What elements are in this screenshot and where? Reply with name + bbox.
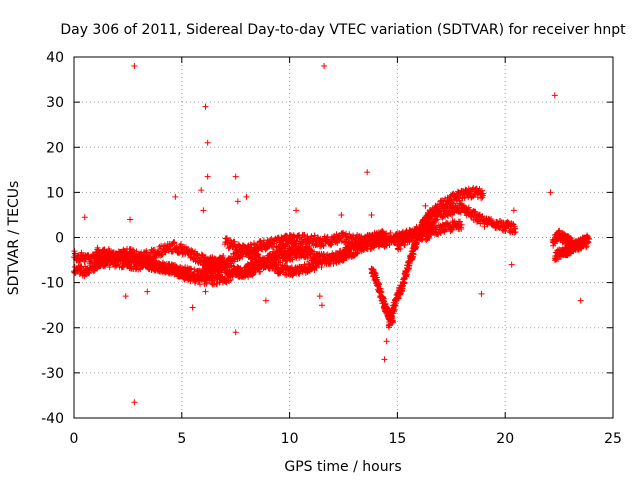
data-point [218, 269, 225, 276]
data-point [90, 267, 97, 274]
outlier-point [381, 356, 388, 363]
outlier-point [508, 261, 515, 268]
data-point [342, 230, 349, 237]
data-point [302, 264, 309, 271]
y-tick-label: -10 [41, 276, 64, 292]
outlier-point [204, 173, 211, 180]
outlier-point [338, 211, 345, 218]
x-axis-label: GPS time / hours [284, 459, 401, 475]
outlier-point [368, 211, 375, 218]
x-tick-label: 15 [388, 431, 406, 447]
data-point [128, 259, 135, 266]
data-points [71, 63, 593, 406]
outlier-point [383, 338, 390, 345]
data-point [227, 276, 234, 283]
outlier-point [122, 293, 129, 300]
data-point [255, 251, 262, 258]
data-point [337, 255, 344, 262]
data-point [334, 240, 341, 247]
data-point [318, 264, 325, 271]
y-tick-label: 0 [55, 231, 64, 247]
y-tick-label: -20 [41, 321, 64, 337]
outlier-point [262, 297, 269, 304]
outlier-point [510, 207, 517, 214]
outlier-point [127, 216, 134, 223]
y-axis-label: SDTVAR / TECUs [6, 181, 22, 296]
outlier-point [232, 329, 239, 336]
data-point [220, 252, 227, 259]
x-tick-labels: 0 5 10 15 20 25 [70, 431, 622, 447]
x-tick-label: 25 [604, 431, 622, 447]
y-tick-label: 40 [46, 50, 64, 66]
outlier-point [202, 103, 209, 110]
outlier-point [232, 173, 239, 180]
data-point [143, 248, 150, 255]
data-point [285, 239, 292, 246]
x-tick-label: 0 [70, 431, 79, 447]
chart-title: Day 306 of 2011, Sidereal Day-to-day VTE… [60, 22, 626, 38]
data-point [198, 251, 205, 258]
y-tick-label: 30 [46, 95, 64, 111]
data-point [320, 243, 327, 250]
outlier-point [144, 288, 151, 295]
outlier-point [316, 293, 323, 300]
outlier-point [81, 214, 88, 221]
data-point [383, 230, 390, 237]
outlier-point [364, 169, 371, 176]
y-tick-label: -40 [41, 411, 64, 427]
y-tick-label: 10 [46, 185, 64, 201]
outlier-point [577, 297, 584, 304]
data-point [381, 231, 388, 238]
data-point [257, 268, 264, 275]
y-tick-labels: -40 -30 -20 -10 0 10 20 30 40 [41, 50, 64, 427]
outlier-point [172, 193, 179, 200]
data-point [175, 265, 182, 272]
data-point [342, 253, 349, 260]
data-point [365, 240, 372, 247]
outlier-point [321, 63, 328, 70]
data-point [301, 232, 308, 239]
data-point [78, 249, 85, 256]
data-point [347, 250, 354, 257]
data-point [387, 229, 394, 236]
x-tick-label: 20 [496, 431, 514, 447]
outlier-point [293, 207, 300, 214]
data-point [94, 244, 101, 251]
data-point [276, 250, 283, 257]
data-point [204, 266, 211, 273]
data-point [366, 241, 373, 248]
data-point [171, 239, 178, 246]
y-tick-label: 20 [46, 140, 64, 156]
outlier-point [478, 290, 485, 297]
data-point [361, 243, 368, 250]
x-tick-label: 10 [281, 431, 299, 447]
outlier-point [131, 399, 138, 406]
outlier-point [243, 193, 250, 200]
outlier-point [131, 63, 138, 70]
data-point [289, 264, 296, 271]
data-point [106, 264, 113, 271]
outlier-point [198, 187, 205, 194]
data-point [410, 251, 417, 258]
outlier-point [551, 92, 558, 99]
data-point [458, 221, 465, 228]
outlier-point [189, 304, 196, 311]
outlier-point [202, 288, 209, 295]
data-point [359, 238, 366, 245]
x-tick-label: 5 [177, 431, 186, 447]
outlier-point [547, 189, 554, 196]
outlier-point [204, 139, 211, 146]
data-point [122, 259, 129, 266]
data-point [181, 267, 188, 274]
y-tick-label: -30 [41, 366, 64, 382]
data-point [403, 271, 410, 278]
data-point [342, 238, 349, 245]
outlier-point [234, 198, 241, 205]
outlier-point [422, 202, 429, 209]
outlier-point [200, 207, 207, 214]
outlier-point [318, 302, 325, 309]
